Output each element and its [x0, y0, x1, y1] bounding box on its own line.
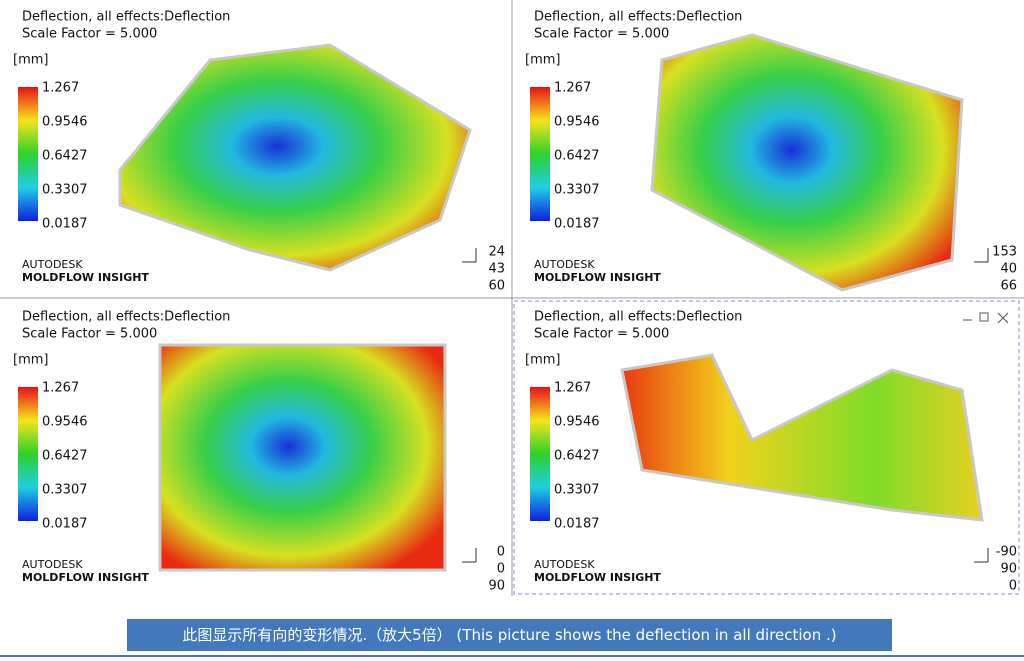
- orientation-value: 40: [1000, 262, 1017, 277]
- result-title: Deflection, all effects:Deflection: [534, 10, 742, 25]
- legend-label: 0.3307: [554, 483, 600, 498]
- legend-label: 0.6427: [554, 449, 600, 464]
- logo: AUTODESK: [534, 558, 595, 571]
- legend-label: 0.0187: [42, 517, 88, 532]
- legend-label: 0.9546: [554, 115, 600, 130]
- legend-label: 0.9546: [554, 415, 600, 430]
- axis-triad: [462, 548, 477, 563]
- result-title: Deflection, all effects:Deflection: [22, 10, 230, 25]
- orientation-value: 60: [488, 279, 505, 294]
- logo: MOLDFLOW INSIGHT: [534, 271, 661, 284]
- logo: AUTODESK: [22, 558, 83, 571]
- color-bar: [530, 87, 550, 221]
- result-title: Deflection, all effects:Deflection: [534, 310, 742, 325]
- result-title: Deflection, all effects:Deflection: [22, 310, 230, 325]
- part-model: [118, 43, 472, 272]
- caption: 此图显示所有向的变形情况.（放大5倍） (This picture shows …: [127, 619, 892, 651]
- viewport: Deflection, all effects:Deflection Scale …: [13, 310, 505, 594]
- legend-label: 0.0187: [554, 517, 600, 532]
- legend-label: 0.6427: [42, 449, 88, 464]
- axis-triad: [974, 248, 989, 263]
- legend-label: 1.267: [42, 381, 79, 396]
- orientation-value: 66: [1000, 279, 1017, 294]
- part-model: [620, 353, 984, 522]
- scale-factor: Scale Factor = 5.000: [534, 27, 669, 42]
- logo: MOLDFLOW INSIGHT: [22, 271, 149, 284]
- orientation-value: 24: [488, 245, 505, 260]
- orientation-value: 0: [497, 562, 505, 577]
- legend-label: 1.267: [554, 381, 591, 396]
- unit: [mm]: [525, 353, 560, 368]
- scale-factor: Scale Factor = 5.000: [22, 27, 157, 42]
- window-controls[interactable]: [963, 312, 1009, 324]
- legend-label: 0.3307: [42, 183, 88, 198]
- legend-label: 1.267: [554, 81, 591, 96]
- legend-label: 0.9546: [42, 115, 88, 130]
- color-bar: [530, 387, 550, 521]
- part-model: [650, 33, 964, 292]
- color-bar: [18, 87, 38, 221]
- orientation-value: 90: [1000, 562, 1017, 577]
- legend-label: 1.267: [42, 81, 79, 96]
- logo: MOLDFLOW INSIGHT: [534, 571, 661, 584]
- viewport: Deflection, all effects:Deflection Scale …: [525, 10, 1017, 294]
- orientation-value: -90: [996, 545, 1017, 560]
- unit: [mm]: [13, 353, 48, 368]
- legend-label: 0.6427: [554, 149, 600, 164]
- legend-label: 0.9546: [42, 415, 88, 430]
- unit: [mm]: [525, 53, 560, 68]
- orientation-value: 90: [488, 579, 505, 594]
- active-viewport-border: [513, 300, 1020, 595]
- axis-triad: [974, 548, 989, 563]
- legend-label: 0.3307: [554, 183, 600, 198]
- viewport: Deflection, all effects:Deflection Scale …: [13, 10, 505, 294]
- orientation-value: 153: [992, 245, 1017, 260]
- legend-label: 0.6427: [42, 149, 88, 164]
- unit: [mm]: [13, 53, 48, 68]
- orientation-value: 0: [497, 545, 505, 560]
- scale-factor: Scale Factor = 5.000: [22, 327, 157, 342]
- legend-label: 0.0187: [42, 217, 88, 232]
- logo: AUTODESK: [534, 258, 595, 271]
- logo: MOLDFLOW INSIGHT: [22, 571, 149, 584]
- axis-triad: [462, 248, 477, 263]
- color-bar: [18, 387, 38, 521]
- logo: AUTODESK: [22, 258, 83, 271]
- orientation-value: 0: [1009, 579, 1017, 594]
- orientation-value: 43: [488, 262, 505, 277]
- scale-factor: Scale Factor = 5.000: [534, 327, 669, 342]
- legend-label: 0.0187: [554, 217, 600, 232]
- viewport: Deflection, all effects:Deflection Scale …: [525, 310, 1017, 594]
- legend-label: 0.3307: [42, 483, 88, 498]
- part-model: [158, 343, 447, 572]
